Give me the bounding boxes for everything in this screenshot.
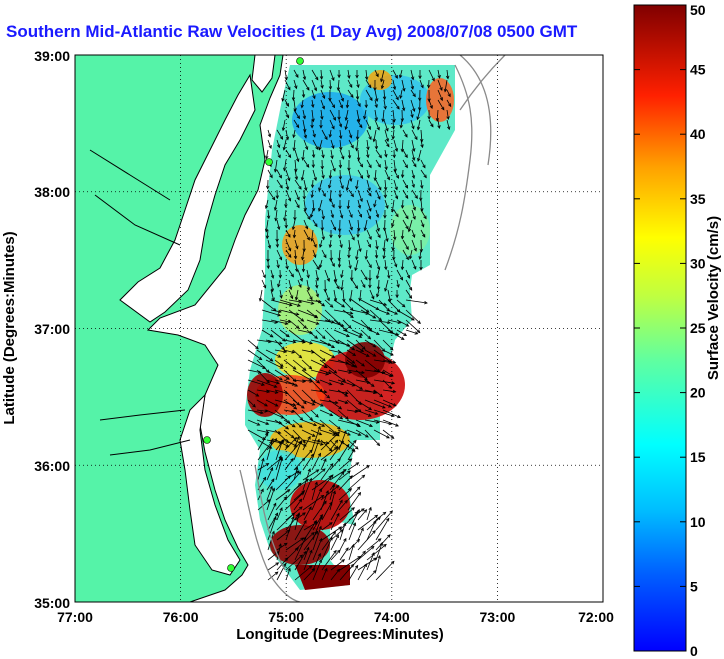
x-tick-label: 77:00: [57, 609, 93, 625]
grid-lines: [75, 55, 603, 602]
map-title: Southern Mid-Atlantic Raw Velocities (1 …: [6, 22, 578, 41]
station-marker: [203, 436, 211, 444]
y-tick-label: 35:00: [34, 595, 70, 611]
colorbar-tick-label: 50: [690, 2, 706, 18]
colorbar-ticks: 0 5 10 15 20 25 30 35 40 45 50: [634, 2, 706, 659]
x-tick-label: 75:00: [268, 609, 304, 625]
colorbar-tick-label: 25: [690, 320, 706, 336]
y-tick-label: 38:00: [34, 184, 70, 200]
station-marker: [227, 564, 235, 572]
colorbar-tick-label: 20: [690, 385, 706, 401]
colorbar-tick-label: 10: [690, 514, 706, 530]
colorbar-tick-label: 30: [690, 255, 706, 271]
y-tick-label: 37:00: [34, 321, 70, 337]
colorbar-label: Surface Velocity (cm/s): [705, 216, 722, 380]
x-tick-label: 74:00: [374, 609, 410, 625]
x-tick-label: 76:00: [163, 609, 199, 625]
x-tick-label: 73:00: [479, 609, 515, 625]
velocity-arrows: [247, 69, 452, 581]
station-marker: [296, 57, 304, 65]
station-marker: [265, 158, 273, 166]
colorbar-tick-label: 0: [690, 643, 698, 659]
y-tick-label: 39:00: [34, 48, 70, 64]
delaware-bay: [251, 55, 276, 93]
colorbar: [633, 4, 687, 652]
colorbar-tick-label: 40: [690, 126, 706, 142]
colorbar-tick-label: 15: [690, 449, 706, 465]
colorbar-tick-label: 5: [690, 578, 698, 594]
chesapeake-bay: [119, 73, 256, 323]
pamlico-sound: [179, 393, 241, 576]
x-tick-label: 72:00: [578, 609, 614, 625]
colorbar-tick-label: 35: [690, 191, 706, 207]
y-axis-label: Latitude (Degrees:Minutes): [1, 231, 18, 424]
colorbar-tick-label: 45: [690, 62, 706, 78]
x-axis-label: Longitude (Degrees:Minutes): [236, 626, 444, 643]
y-tick-label: 36:00: [34, 458, 70, 474]
